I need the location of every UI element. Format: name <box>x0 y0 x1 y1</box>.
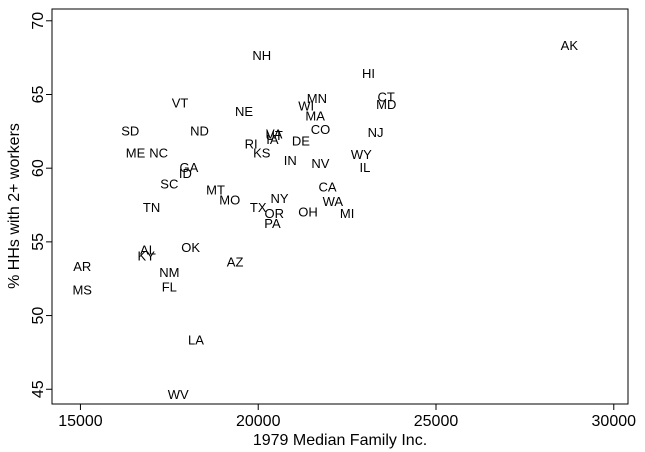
plot-area <box>51 8 629 405</box>
data-point-label: WV <box>168 387 189 402</box>
data-point-label: IN <box>284 153 297 168</box>
data-point-label: ND <box>190 123 209 138</box>
data-point-label: TN <box>143 200 160 215</box>
data-point-label: OK <box>181 240 200 255</box>
x-axis-title: 1979 Median Family Inc. <box>253 432 427 449</box>
data-point-label: UT <box>266 128 283 143</box>
data-point-label: MS <box>72 283 92 298</box>
data-point-label: DE <box>292 134 310 149</box>
data-point-label: VA <box>266 126 283 141</box>
data-point-label: IA <box>266 132 279 147</box>
data-point-label: NJ <box>368 125 384 140</box>
data-point-label: ID <box>179 166 192 181</box>
data-point-label: FL <box>162 280 177 295</box>
y-tick-label: 60 <box>30 159 47 177</box>
data-point-label: AK <box>561 38 579 53</box>
data-point-label: NM <box>159 265 179 280</box>
data-point-label: CT <box>378 89 395 104</box>
data-point-label: PA <box>264 216 281 231</box>
data-point-label: MT <box>206 182 225 197</box>
data-point-label: SD <box>121 123 139 138</box>
x-tick-label: 15000 <box>58 413 103 430</box>
data-point-label: NY <box>271 191 289 206</box>
y-tick-label: 45 <box>30 380 47 398</box>
y-axis-title: % HHs with 2+ workers <box>6 123 23 289</box>
y-tick-label: 50 <box>30 307 47 325</box>
x-tick-label: 20000 <box>236 413 281 430</box>
data-point-label: NE <box>235 104 253 119</box>
data-point-label: CA <box>319 179 337 194</box>
data-point-label: NC <box>149 145 168 160</box>
data-point-label: AZ <box>227 255 244 270</box>
data-point-label: AL <box>140 243 156 258</box>
data-point-label: WI <box>298 98 314 113</box>
data-point-label: AR <box>73 259 91 274</box>
y-tick-label: 65 <box>30 85 47 103</box>
data-point-label: OH <box>298 204 318 219</box>
data-point-label: CO <box>311 122 331 137</box>
data-point-label: HI <box>362 66 375 81</box>
data-point-label: MA <box>305 109 325 124</box>
data-point-label: SC <box>160 176 178 191</box>
data-point-label: WY <box>351 147 372 162</box>
data-point-label: KY <box>138 249 156 264</box>
data-point-label: VT <box>172 95 189 110</box>
data-point-label: RI <box>245 137 258 152</box>
data-point-label: MO <box>219 193 240 208</box>
y-tick-label: 55 <box>30 233 47 251</box>
data-point-label: IL <box>359 160 370 175</box>
data-point-label: LA <box>188 333 204 348</box>
data-point-label: GA <box>179 160 198 175</box>
x-tick-label: 25000 <box>414 413 459 430</box>
data-point-label: KS <box>253 145 271 160</box>
y-axis: 45 50 55 60 65 70 <box>30 12 52 398</box>
x-tick-label: 30000 <box>592 413 637 430</box>
data-point-label: NV <box>311 156 329 171</box>
data-point-label: ME <box>126 145 146 160</box>
data-point-label: MD <box>376 97 396 112</box>
data-point-label: TX <box>250 200 267 215</box>
y-tick-label: 70 <box>30 12 47 30</box>
x-axis: 15000 20000 25000 30000 <box>58 404 636 430</box>
data-point-label: OR <box>264 206 284 221</box>
data-point-label: NH <box>252 48 271 63</box>
data-point-label: MN <box>307 91 327 106</box>
data-point-label: MI <box>340 206 354 221</box>
data-point-label: WA <box>323 194 344 209</box>
